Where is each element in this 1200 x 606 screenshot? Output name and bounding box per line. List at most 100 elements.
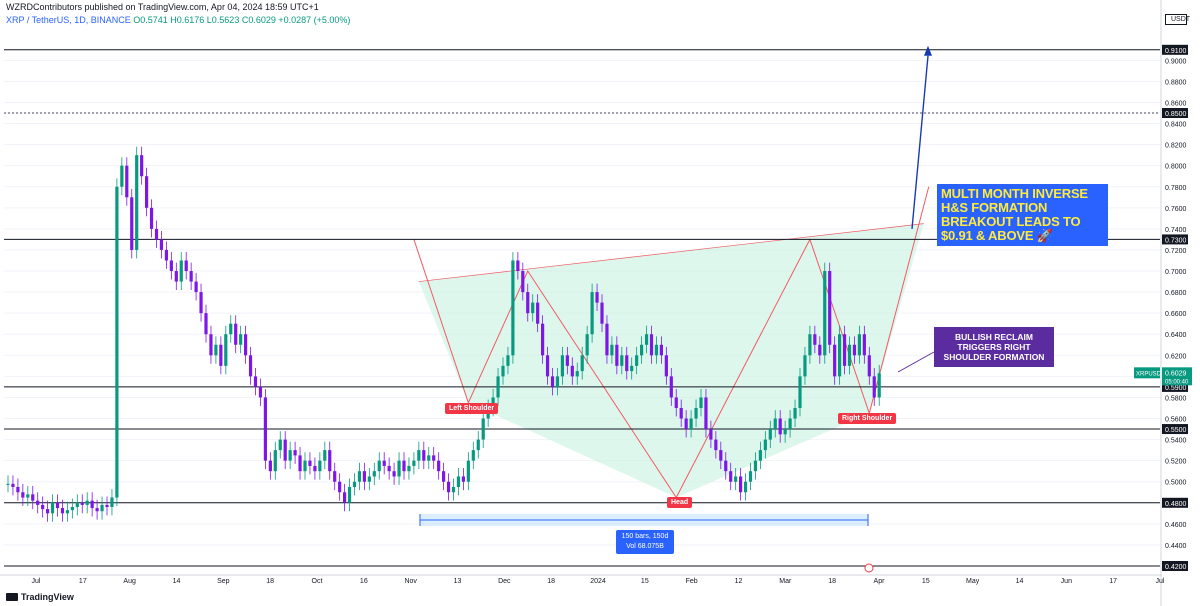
x-tick-label: 13 xyxy=(454,578,462,585)
y-tick-label: 0.4600 xyxy=(1165,522,1187,529)
candle xyxy=(521,262,525,301)
candle-body xyxy=(635,355,639,366)
x-tick-label: 16 xyxy=(360,578,368,585)
candle-body xyxy=(640,344,644,356)
y-tick-label: 0.8800 xyxy=(1165,79,1187,86)
x-tick-label: Jun xyxy=(1061,578,1072,585)
candle-body xyxy=(105,504,109,508)
candle xyxy=(743,473,748,501)
candle xyxy=(338,473,342,501)
candlestick-series xyxy=(6,146,881,522)
x-tick-label: 18 xyxy=(266,578,274,585)
level-tag-bg xyxy=(1162,108,1188,119)
candle xyxy=(278,431,282,459)
candle xyxy=(234,315,238,354)
candle-body xyxy=(833,344,837,377)
publisher-header: WZRDContributors published on TradingVie… xyxy=(6,2,319,12)
candle-body xyxy=(46,509,50,514)
left-shoulder-label[interactable]: Left Shoulder xyxy=(445,403,499,414)
candle xyxy=(808,325,812,364)
candle-body xyxy=(595,292,599,303)
candle-body xyxy=(229,323,233,335)
candle-body xyxy=(575,371,579,377)
date-range-measure-box[interactable]: 150 bars, 150d Vol 68.075B xyxy=(616,530,674,554)
candle xyxy=(555,367,560,396)
candle-body xyxy=(783,429,787,435)
candle xyxy=(545,346,550,385)
range-volume-text: Vol 68.075B xyxy=(626,543,664,550)
symbol-label[interactable]: XRP / TetherUS, 1D, BINANCE xyxy=(6,15,131,25)
ohlc-values: O0.5741 H0.6176 L0.5623 C0.6029 +0.0287 … xyxy=(133,15,351,25)
candle xyxy=(679,399,683,427)
candle xyxy=(664,346,668,385)
x-tick-label: Sep xyxy=(217,578,230,585)
candle xyxy=(605,315,609,364)
currency-box[interactable] xyxy=(1165,14,1187,25)
candle xyxy=(154,220,159,248)
right-shoulder-label[interactable]: Right Shoulder xyxy=(838,413,897,424)
candle-body xyxy=(743,481,748,493)
candle-body xyxy=(224,334,228,366)
candle xyxy=(110,489,114,516)
countdown-text: 05:00:40 xyxy=(1165,379,1189,385)
candle xyxy=(466,452,470,491)
candle xyxy=(659,336,663,364)
candle-body xyxy=(555,376,560,387)
candle-body xyxy=(352,481,357,487)
candle-body xyxy=(758,450,762,461)
candle xyxy=(21,483,25,506)
candle xyxy=(778,410,782,443)
candle-body xyxy=(60,508,65,514)
candle-body xyxy=(808,334,812,356)
candle xyxy=(75,494,79,516)
candle-body xyxy=(768,429,772,440)
x-tick-label: Nov xyxy=(404,578,417,585)
candle xyxy=(620,346,624,375)
y-tick-label: 0.4800 xyxy=(1165,501,1187,508)
candle xyxy=(734,468,738,491)
candle xyxy=(674,389,678,417)
candle-body xyxy=(516,260,520,272)
candle xyxy=(476,431,480,459)
candle-body xyxy=(164,249,168,261)
x-tick-label: Apr xyxy=(874,578,886,585)
candle-body xyxy=(813,334,817,345)
candle xyxy=(550,367,555,396)
candle xyxy=(224,325,228,375)
breakout-annotation[interactable]: MULTI MONTH INVERSE H&S FORMATION BREAKO… xyxy=(937,184,1108,246)
candle xyxy=(501,357,505,385)
tradingview-icon xyxy=(6,593,18,601)
candle-body xyxy=(694,407,698,419)
candle xyxy=(649,325,654,364)
y-tick-label: 0.6800 xyxy=(1165,290,1187,297)
candle xyxy=(763,431,767,459)
target-arrow-head xyxy=(924,45,932,56)
candle xyxy=(565,346,569,375)
candle xyxy=(179,252,183,290)
candle xyxy=(387,457,391,480)
candle-body xyxy=(95,508,99,512)
candle-body xyxy=(75,502,79,508)
candle xyxy=(323,441,327,470)
candle xyxy=(318,452,322,480)
candle xyxy=(199,283,203,322)
head-label[interactable]: Head xyxy=(667,497,693,508)
candle xyxy=(31,485,35,510)
right-shoulder-annotation[interactable]: BULLISH RECLAIM TRIGGERS RIGHT SHOULDER … xyxy=(934,327,1054,367)
candle-body xyxy=(476,439,480,451)
candle xyxy=(362,462,366,491)
candle xyxy=(105,496,109,516)
candle-body xyxy=(293,450,297,456)
candle xyxy=(377,452,381,480)
candle xyxy=(347,478,352,512)
candle-body xyxy=(90,500,94,509)
candle-body xyxy=(605,323,609,356)
candle-body xyxy=(184,260,188,272)
candle-body xyxy=(21,492,25,498)
candle-body xyxy=(16,486,20,493)
candle-body xyxy=(417,450,421,461)
candle-body xyxy=(496,376,500,398)
candle-body xyxy=(620,355,624,366)
candle-body xyxy=(159,239,164,250)
